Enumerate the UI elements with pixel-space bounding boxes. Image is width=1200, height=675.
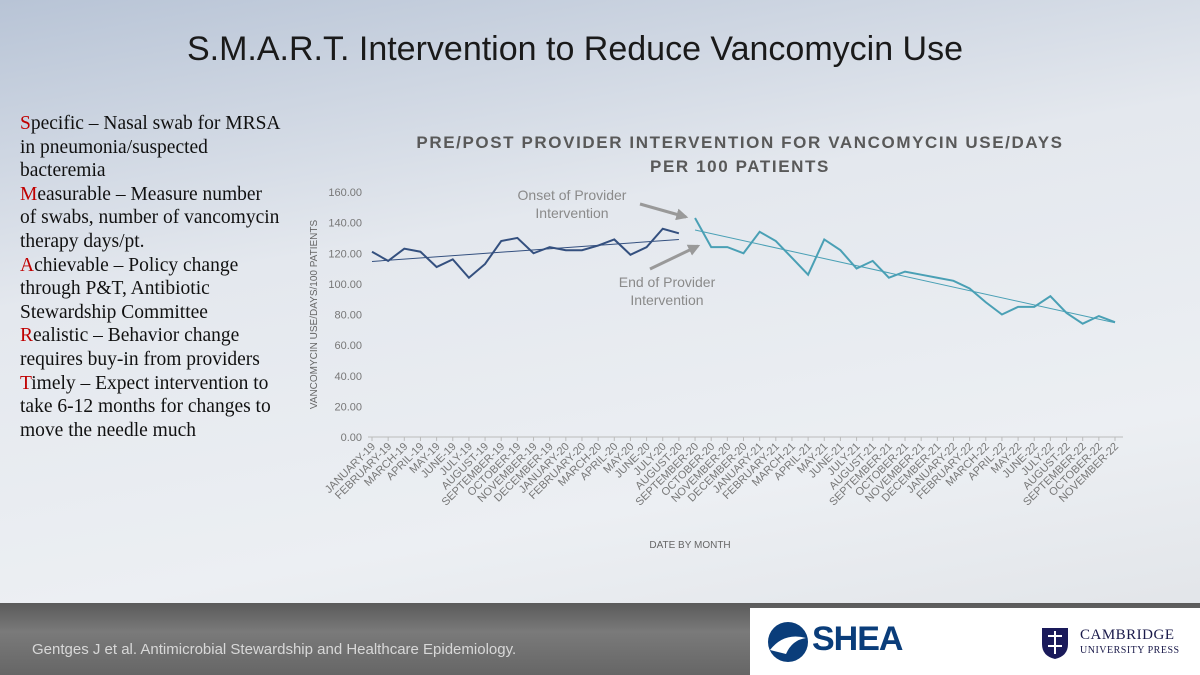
y-tick-label: 140.00 [328, 218, 362, 230]
chart-title: PER 100 PATIENTS [650, 157, 830, 176]
annotation: Onset of Provider [518, 187, 627, 203]
y-axis-title: VANCOMYCIN USE/DAYS/100 PATIENTS [309, 220, 320, 410]
x-axis-title: DATE BY MONTH [649, 540, 730, 551]
smart-letter: M [20, 183, 38, 205]
smart-letter: S [20, 113, 31, 134]
logo-box: SHEA CAMBRIDGE UNIVERSITY PRESS [750, 608, 1200, 675]
trendline [694, 229, 1116, 324]
smart-item: Specific – Nasal swab for MRSA in pneumo… [20, 112, 282, 183]
smart-text: chievable – Policy change through P&T, A… [20, 254, 239, 323]
slide-title: S.M.A.R.T. Intervention to Reduce Vancom… [186, 30, 964, 68]
cambridge-crest [1042, 628, 1068, 659]
cambridge-name: CAMBRIDGE [1080, 627, 1175, 643]
y-tick-label: 0.00 [341, 432, 362, 444]
smart-text: imely – Expect intervention to take 6-12… [20, 372, 271, 441]
y-tick-label: 100.00 [328, 279, 362, 291]
cambridge-logo: CAMBRIDGE UNIVERSITY PRESS [1080, 628, 1180, 658]
smart-text: easurable – Measure number of swabs, num… [20, 183, 280, 252]
citation: Gentges J et al. Antimicrobial Stewardsh… [32, 641, 517, 658]
annotation: Intervention [535, 205, 608, 221]
series-line [371, 227, 680, 280]
y-tick-label: 60.00 [334, 340, 362, 352]
y-tick-label: 160.00 [328, 187, 362, 199]
smart-item: Realistic – Behavior change requires buy… [20, 324, 282, 371]
chart: PRE/POST PROVIDER INTERVENTION FOR VANCO… [309, 133, 1123, 551]
smart-letter: T [20, 372, 32, 394]
smart-letter: A [20, 254, 35, 276]
smart-item: Achievable – Policy change through P&T, … [20, 254, 282, 325]
annotation: End of Provider [619, 274, 716, 290]
smart-letter: R [20, 325, 34, 347]
smart-item: Timely – Expect intervention to take 6-1… [20, 372, 282, 443]
shea-icon [768, 622, 808, 662]
footer: Gentges J et al. Antimicrobial Stewardsh… [0, 603, 1200, 675]
smart-text: pecific – Nasal swab for MRSA in pneumon… [20, 113, 280, 182]
trendline [371, 239, 679, 262]
smart-item: Measurable – Measure number of swabs, nu… [20, 183, 282, 254]
cambridge-sub: UNIVERSITY PRESS [1080, 645, 1180, 656]
y-tick-label: 20.00 [334, 401, 362, 413]
y-tick-label: 120.00 [328, 248, 362, 260]
annotation-arrow [639, 202, 689, 221]
chart-title: PRE/POST PROVIDER INTERVENTION FOR VANCO… [416, 133, 1063, 152]
annotation: Intervention [630, 292, 703, 308]
y-tick-label: 40.00 [334, 371, 362, 383]
series-line [694, 217, 1116, 325]
shea-logo: SHEA [812, 620, 903, 658]
annotation-arrow [649, 244, 701, 271]
smart-list: Specific – Nasal swab for MRSA in pneumo… [20, 112, 282, 442]
y-tick-label: 80.00 [334, 310, 362, 322]
smart-text: ealistic – Behavior change requires buy-… [20, 325, 260, 370]
